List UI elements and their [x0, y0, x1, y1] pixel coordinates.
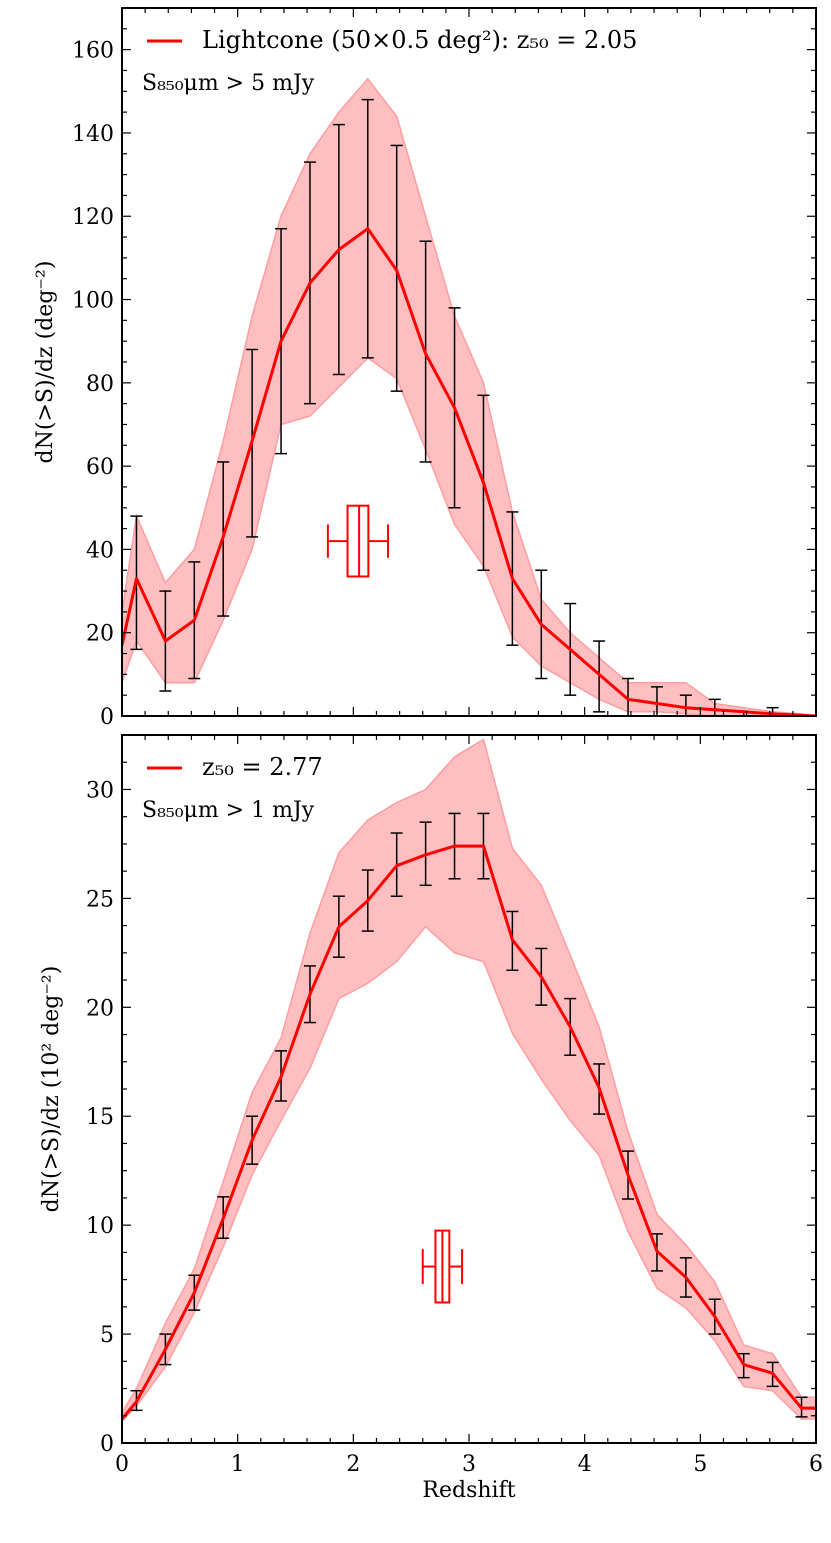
x-tick-label: 3 [462, 1452, 476, 1477]
y-tick-label: 5 [100, 1323, 114, 1348]
y-tick-label: 160 [72, 39, 114, 64]
y-tick-label: 20 [86, 996, 114, 1021]
y-tick-label: 40 [86, 538, 114, 563]
plot-area [122, 738, 816, 1423]
y-tick-label: 120 [72, 205, 114, 230]
y-tick-label: 80 [86, 372, 114, 397]
data-line [122, 227, 816, 716]
y-tick-label: 100 [72, 289, 114, 314]
z50-boxplot [421, 1229, 464, 1304]
y-tick-label: 25 [86, 887, 114, 912]
y-tick-label: 140 [72, 122, 114, 147]
top-panel: 0 20 40 60 80 100 120 140 160 dN(>S)/dz (deg⁻²) Li… [33, 7, 817, 730]
legend-label: z₅₀ = 2.77 [202, 753, 323, 781]
y-tick-label: 20 [86, 622, 114, 647]
x-tick-label: 6 [809, 1452, 823, 1477]
y-tick-label: 60 [86, 455, 114, 480]
x-tick-label: 4 [578, 1452, 592, 1477]
flux-cut-annotation: S₈₅₀μm > 5 mJy [142, 71, 315, 96]
shaded-band [122, 738, 816, 1423]
y-axis-label: dN(>S)/dz (10² deg⁻²) [39, 966, 64, 1213]
flux-cut-annotation: S₈₅₀μm > 1 mJy [142, 798, 315, 823]
y-tick-label: 10 [86, 1214, 114, 1239]
data-line [122, 844, 816, 1420]
plot-area [122, 77, 816, 716]
y-tick-label: 0 [100, 1432, 114, 1457]
x-tick-label: 0 [115, 1452, 129, 1477]
y-axis-label: dN(>S)/dz (deg⁻²) [33, 261, 58, 464]
boxplot-box [346, 504, 370, 578]
legend-label: Lightcone (50×0.5 deg²): z₅₀ = 2.05 [202, 26, 637, 54]
x-axis-label: Redshift [422, 1478, 515, 1503]
z50-boxplot [326, 504, 390, 578]
y-tick-label: 0 [100, 705, 114, 730]
y-tick-label: 30 [86, 778, 114, 803]
y-tick-label: 15 [86, 1105, 114, 1130]
x-tick-label: 2 [346, 1452, 360, 1477]
bottom-panel: 0 5 10 15 20 25 30 0 1 2 3 4 5 6 dN(>S)/dz (10² deg⁻²)… [39, 734, 823, 1503]
shaded-band [122, 77, 816, 716]
x-tick-label: 5 [693, 1452, 707, 1477]
x-tick-label: 1 [231, 1452, 245, 1477]
